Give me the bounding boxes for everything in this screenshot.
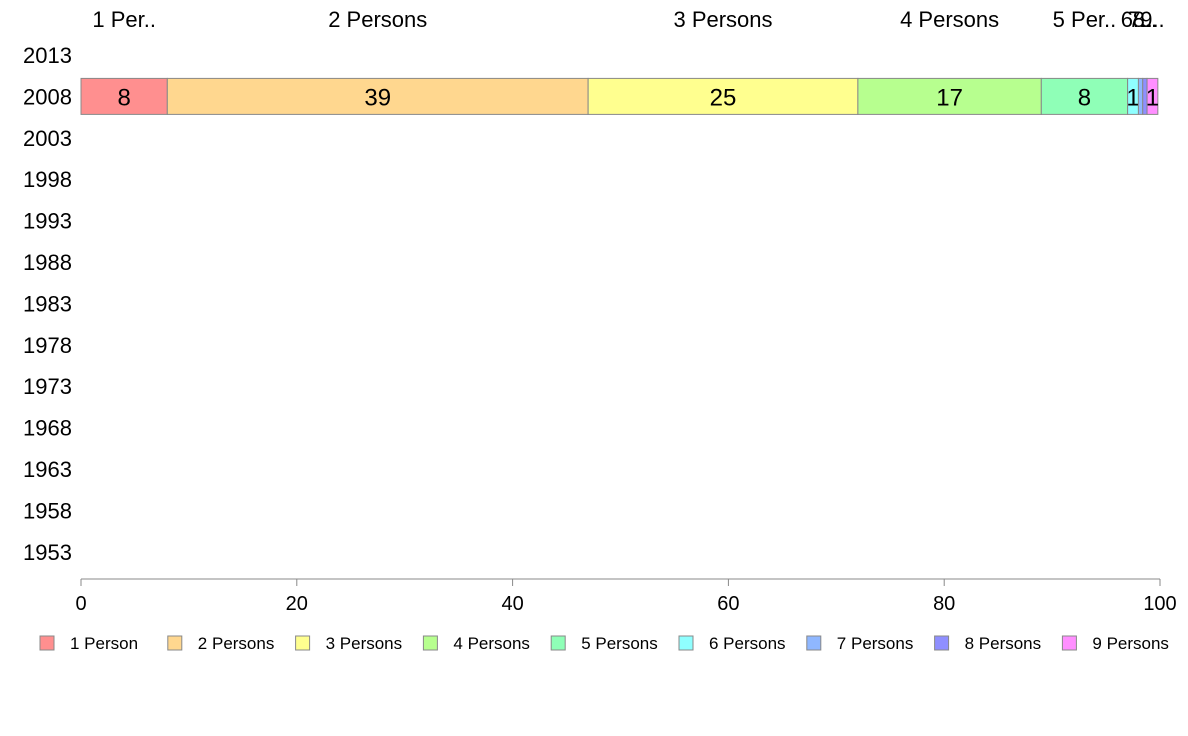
data-label-2008-2: 39	[364, 84, 391, 111]
y-tick-label-2003: 2003	[23, 126, 72, 151]
top-label-1: 1 Per..	[92, 7, 156, 32]
y-tick-label-1953: 1953	[23, 540, 72, 565]
legend-swatch-9	[1061, 635, 1077, 651]
legend-swatch-5	[550, 635, 566, 651]
y-tick-label-2008: 2008	[23, 84, 72, 109]
data-label-2008-6: 1	[1126, 84, 1139, 111]
legend-swatch-8	[934, 635, 950, 651]
legend-label-2: 2 Persons	[198, 634, 275, 653]
legend-swatch-1	[39, 635, 55, 651]
y-tick-label-1993: 1993	[23, 209, 72, 234]
legend-label-7: 7 Persons	[837, 634, 914, 653]
y-tick-label-1988: 1988	[23, 250, 72, 275]
x-tick-label-80: 80	[933, 593, 955, 615]
top-label-8: 8..	[1133, 7, 1157, 32]
bar-segment-2008-3	[587, 77, 859, 115]
legend: 1 Person 2 Persons 3 Persons 4 Persons 5 Per…	[39, 634, 1169, 653]
legend-label-9: 9 Persons	[1092, 634, 1169, 653]
data-label-2008-5: 8	[1078, 84, 1091, 111]
bar-segment-2008-2	[166, 77, 589, 115]
top-label-7: 7..	[1128, 7, 1152, 32]
y-tick-label-1968: 1968	[23, 416, 72, 441]
y-tick-label-1963: 1963	[23, 457, 72, 482]
bar-segment-2008-9	[1146, 77, 1159, 115]
legend-swatch-2	[167, 635, 183, 651]
bar-segments: 8 39 25 17 8 1 1	[80, 77, 1159, 115]
legend-label-3: 3 Persons	[326, 634, 403, 653]
x-tick-label-40: 40	[501, 593, 523, 615]
legend-label-1: 1 Person	[70, 634, 138, 653]
legend-swatch-6	[678, 635, 694, 651]
top-label-2: 2 Persons	[328, 7, 427, 32]
bar-segment-2008-4	[857, 77, 1042, 115]
top-label-6: 6..	[1121, 7, 1145, 32]
y-tick-label-1983: 1983	[23, 291, 72, 316]
data-label-2008-9: 1	[1146, 84, 1159, 111]
y-tick-label-1978: 1978	[23, 333, 72, 358]
bar-segment-2008-5	[1040, 77, 1129, 115]
bar-segment-2008-7	[1137, 77, 1144, 115]
legend-label-5: 5 Persons	[581, 634, 658, 653]
legend-swatch-3	[295, 635, 311, 651]
legend-label-6: 6 Persons	[709, 634, 786, 653]
y-tick-label-1973: 1973	[23, 374, 72, 399]
x-tick-label-0: 0	[75, 593, 86, 615]
data-label-2008-3: 25	[710, 84, 737, 111]
y-tick-label-2013: 2013	[23, 43, 72, 68]
y-axis-labels: 2013 2008 2003 1998 1993 1988 1983 1978 1973 1968…	[23, 43, 72, 565]
x-tick-label-60: 60	[717, 593, 739, 615]
y-tick-label-1958: 1958	[23, 498, 72, 523]
x-tick-label-100: 100	[1143, 593, 1176, 615]
x-tick-label-20: 20	[286, 593, 308, 615]
data-label-2008-4: 17	[936, 84, 963, 111]
data-label-2008-1: 8	[117, 84, 130, 111]
legend-label-8: 8 Persons	[965, 634, 1042, 653]
legend-swatch-4	[422, 635, 438, 651]
legend-label-4: 4 Persons	[453, 634, 530, 653]
x-axis: 0 20 40 60 80 100	[75, 578, 1177, 615]
top-label-9: 9..	[1140, 7, 1164, 32]
top-label-5: 5 Per..	[1053, 7, 1117, 32]
top-label-4: 4 Persons	[900, 7, 999, 32]
top-category-labels: 1 Per.. 2 Persons 3 Persons 4 Persons 5 Per.…	[92, 7, 1164, 32]
top-label-3: 3 Persons	[673, 7, 772, 32]
y-tick-label-1998: 1998	[23, 167, 72, 192]
legend-swatch-7	[806, 635, 822, 651]
